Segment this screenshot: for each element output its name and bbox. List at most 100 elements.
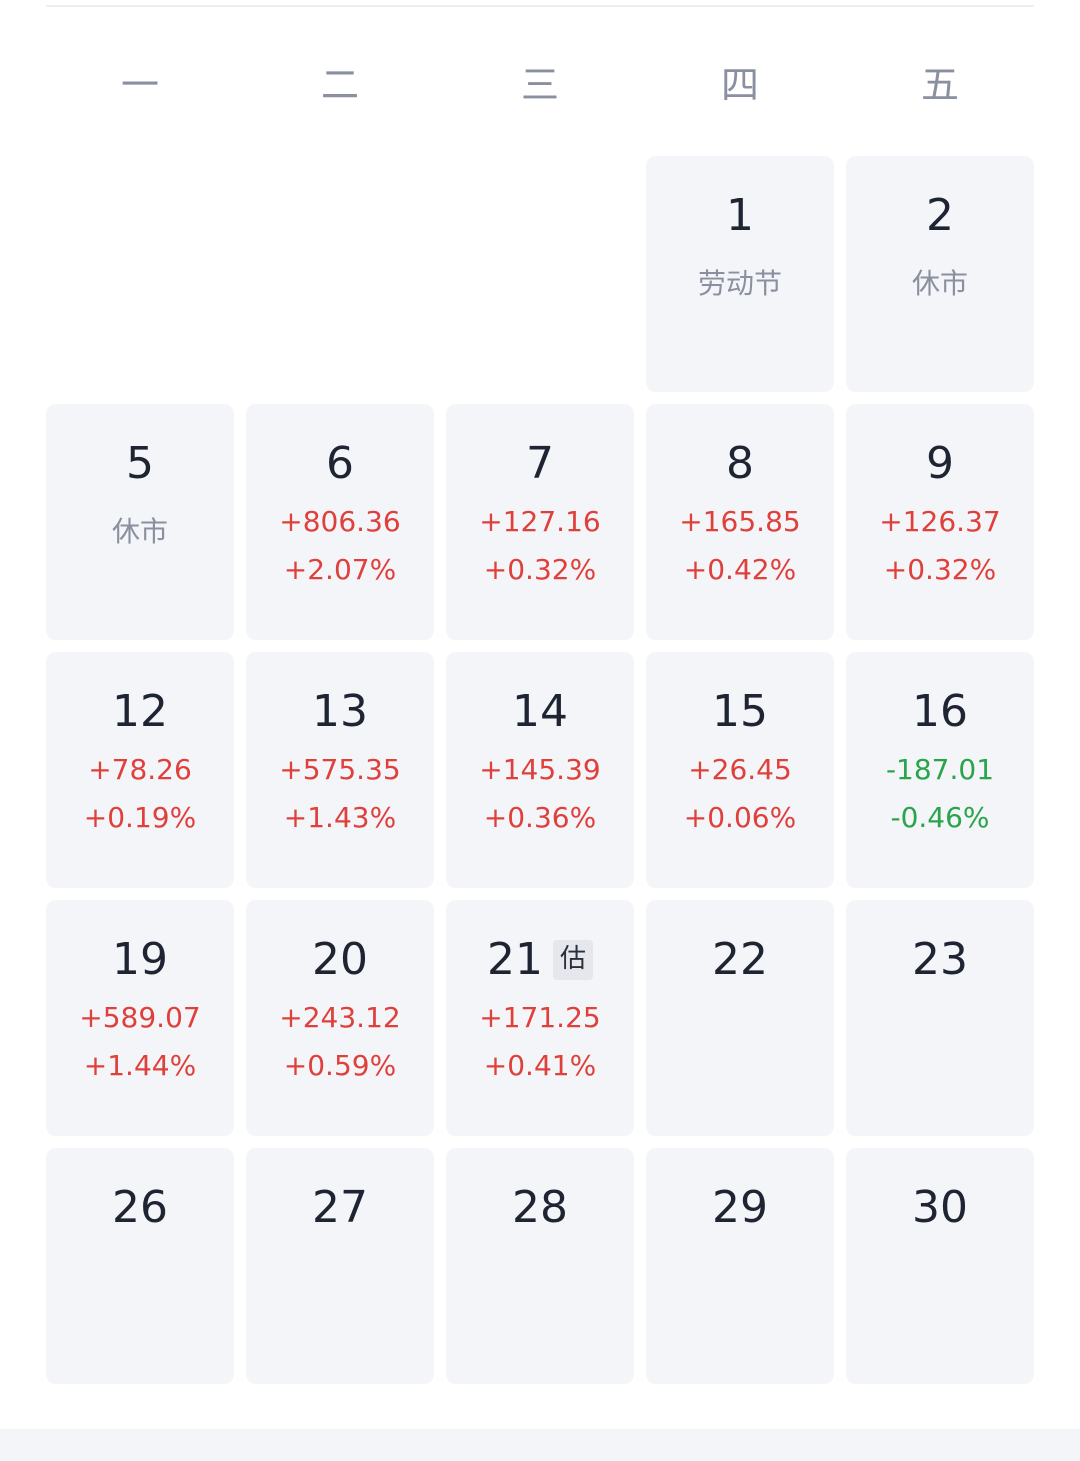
point-change: +575.35 bbox=[279, 753, 401, 786]
calendar-day-cell[interactable]: 8 +165.85 +0.42% bbox=[646, 404, 834, 640]
point-change: +243.12 bbox=[279, 1001, 401, 1034]
day-number: 16 bbox=[912, 686, 968, 737]
day-note: 休市 bbox=[911, 267, 968, 300]
point-change: +171.25 bbox=[479, 1001, 601, 1034]
weekday-header: 一 二 三 四 五 bbox=[46, 40, 1034, 130]
day-number: 27 bbox=[312, 1182, 368, 1233]
point-change: +126.37 bbox=[879, 505, 1001, 538]
percent-change: +1.43% bbox=[283, 801, 397, 834]
day-number: 29 bbox=[712, 1182, 768, 1233]
percent-change: +0.32% bbox=[883, 553, 997, 586]
calendar-day-cell[interactable]: 30 bbox=[846, 1148, 1034, 1384]
day-number: 19 bbox=[112, 934, 168, 985]
day-header: 12 bbox=[46, 652, 234, 772]
day-number: 30 bbox=[912, 1182, 968, 1233]
day-number: 2 bbox=[926, 190, 954, 241]
day-number: 5 bbox=[126, 438, 154, 489]
calendar-day-cell[interactable]: 14 +145.39 +0.36% bbox=[446, 652, 634, 888]
calendar-day-cell[interactable]: 21 估 +171.25 +0.41% bbox=[446, 900, 634, 1136]
calendar-day-cell[interactable]: 1 劳动节 bbox=[646, 156, 834, 392]
top-divider bbox=[46, 5, 1034, 7]
percent-change: +0.06% bbox=[683, 801, 797, 834]
day-number: 13 bbox=[312, 686, 368, 737]
day-header: 23 bbox=[846, 900, 1034, 1020]
percent-change: +0.41% bbox=[483, 1049, 597, 1082]
day-number: 23 bbox=[912, 934, 968, 985]
day-header: 28 bbox=[446, 1148, 634, 1268]
percent-change: +0.19% bbox=[83, 801, 197, 834]
point-change: -187.01 bbox=[885, 753, 995, 786]
percent-change: +0.42% bbox=[683, 553, 797, 586]
percent-change: +0.59% bbox=[283, 1049, 397, 1082]
calendar-day-cell[interactable]: 16 -187.01 -0.46% bbox=[846, 652, 1034, 888]
weekday-fri: 五 bbox=[920, 63, 959, 107]
calendar-day-cell[interactable]: 5 休市 bbox=[46, 404, 234, 640]
day-number: 8 bbox=[726, 438, 754, 489]
day-header: 6 bbox=[246, 404, 434, 524]
calendar-day-cell[interactable]: 27 bbox=[246, 1148, 434, 1384]
bottom-panel bbox=[0, 1429, 1080, 1461]
calendar-grid: 1 劳动节 2 休市 5 休市 6 +806.36 +2.07% 7 +127.16 +0.32% 8 +… bbox=[46, 156, 1034, 1384]
day-header: 26 bbox=[46, 1148, 234, 1268]
day-number: 7 bbox=[526, 438, 554, 489]
calendar-cell-empty bbox=[246, 156, 434, 392]
day-number: 20 bbox=[312, 934, 368, 985]
day-number: 6 bbox=[326, 438, 354, 489]
calendar-day-cell[interactable]: 22 bbox=[646, 900, 834, 1136]
day-header: 22 bbox=[646, 900, 834, 1020]
day-header: 13 bbox=[246, 652, 434, 772]
point-change: +806.36 bbox=[279, 505, 401, 538]
day-number: 1 bbox=[726, 190, 754, 241]
calendar-cell-empty bbox=[446, 156, 634, 392]
day-header: 16 bbox=[846, 652, 1034, 772]
calendar-day-cell[interactable]: 12 +78.26 +0.19% bbox=[46, 652, 234, 888]
point-change: +78.26 bbox=[88, 753, 192, 786]
calendar-day-cell[interactable]: 6 +806.36 +2.07% bbox=[246, 404, 434, 640]
calendar-day-cell[interactable]: 20 +243.12 +0.59% bbox=[246, 900, 434, 1136]
calendar-day-cell[interactable]: 29 bbox=[646, 1148, 834, 1384]
calendar-cell-empty bbox=[46, 156, 234, 392]
calendar-day-cell[interactable]: 26 bbox=[46, 1148, 234, 1384]
calendar-day-cell[interactable]: 19 +589.07 +1.44% bbox=[46, 900, 234, 1136]
calendar-day-cell[interactable]: 2 休市 bbox=[846, 156, 1034, 392]
day-header: 8 bbox=[646, 404, 834, 524]
day-header: 2 bbox=[846, 156, 1034, 276]
calendar-day-cell[interactable]: 23 bbox=[846, 900, 1034, 1136]
point-change: +127.16 bbox=[479, 505, 601, 538]
percent-change: -0.46% bbox=[890, 801, 990, 834]
percent-change: +1.44% bbox=[83, 1049, 197, 1082]
calendar-day-cell[interactable]: 15 +26.45 +0.06% bbox=[646, 652, 834, 888]
day-number: 15 bbox=[712, 686, 768, 737]
day-number: 12 bbox=[112, 686, 168, 737]
day-header: 29 bbox=[646, 1148, 834, 1268]
day-note: 休市 bbox=[111, 515, 168, 548]
percent-change: +0.32% bbox=[483, 553, 597, 586]
day-number: 9 bbox=[926, 438, 954, 489]
day-header: 15 bbox=[646, 652, 834, 772]
day-header: 27 bbox=[246, 1148, 434, 1268]
day-header: 9 bbox=[846, 404, 1034, 524]
calendar-day-cell[interactable]: 9 +126.37 +0.32% bbox=[846, 404, 1034, 640]
day-note: 劳动节 bbox=[697, 267, 782, 300]
day-header: 14 bbox=[446, 652, 634, 772]
point-change: +145.39 bbox=[479, 753, 601, 786]
point-change: +26.45 bbox=[688, 753, 792, 786]
calendar-day-cell[interactable]: 28 bbox=[446, 1148, 634, 1384]
day-number: 26 bbox=[112, 1182, 168, 1233]
day-number: 22 bbox=[712, 934, 768, 985]
day-header: 7 bbox=[446, 404, 634, 524]
weekday-thu: 四 bbox=[720, 63, 759, 107]
weekday-wed: 三 bbox=[520, 63, 559, 107]
day-header: 20 bbox=[246, 900, 434, 1020]
calendar-day-cell[interactable]: 7 +127.16 +0.32% bbox=[446, 404, 634, 640]
day-header: 30 bbox=[846, 1148, 1034, 1268]
day-number: 28 bbox=[512, 1182, 568, 1233]
day-number: 14 bbox=[512, 686, 568, 737]
estimate-badge: 估 bbox=[553, 940, 593, 980]
percent-change: +0.36% bbox=[483, 801, 597, 834]
point-change: +589.07 bbox=[79, 1001, 201, 1034]
weekday-tue: 二 bbox=[320, 63, 359, 107]
weekday-mon: 一 bbox=[120, 63, 159, 107]
calendar-day-cell[interactable]: 13 +575.35 +1.43% bbox=[246, 652, 434, 888]
day-header: 21 估 bbox=[446, 900, 634, 1020]
